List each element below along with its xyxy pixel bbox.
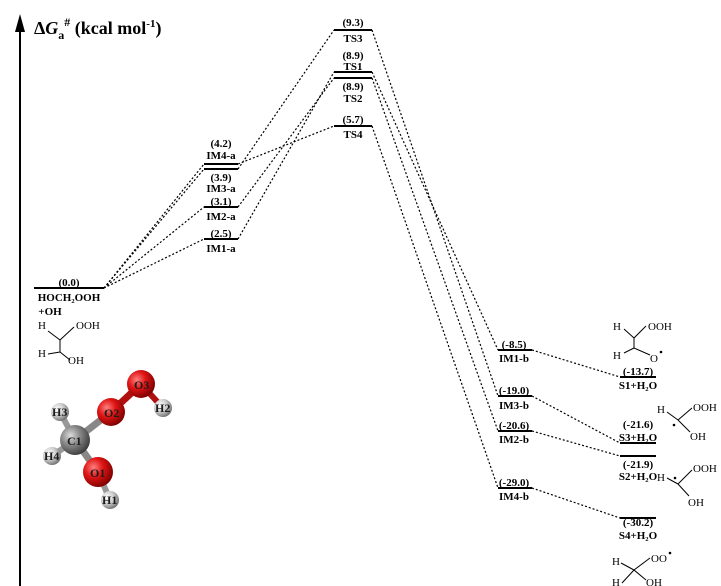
label-ts4-value: (5.7) xyxy=(342,114,363,126)
y-axis-arrowhead xyxy=(15,14,25,32)
label-im1a-value: (2.5) xyxy=(210,228,231,240)
connector-ts4-im4b xyxy=(371,125,499,489)
label-s2-value: (-21.9) xyxy=(623,459,654,471)
label-s3-name: S3+H₂O xyxy=(619,432,658,444)
connector-start-im4a xyxy=(103,163,205,289)
label-im4a-value: (4.2) xyxy=(210,138,231,150)
label-ts1-value: (8.9) xyxy=(342,50,363,62)
connector-start-im2a xyxy=(103,206,205,289)
svg-text:H4: H4 xyxy=(44,449,59,463)
label-ts3-name: TS3 xyxy=(344,33,363,45)
molecule-3d-model: H3 O2 O3 H2 C1 H4 O1 H1 xyxy=(43,370,172,509)
atom-h2 xyxy=(154,399,172,417)
svg-text:H: H xyxy=(613,321,621,333)
label-ts3-value: (9.3) xyxy=(342,17,363,29)
svg-text:OOH: OOH xyxy=(648,321,672,333)
connector-im3b-s3 xyxy=(531,395,621,444)
connector-im4b-s4 xyxy=(531,487,621,519)
label-im3b-value: (-19.0) xyxy=(499,385,530,397)
label-im3a-name: IM3-a xyxy=(206,183,236,195)
svg-text:H: H xyxy=(613,350,621,362)
label-s3-value: (-21.6) xyxy=(623,419,654,431)
energy-levels xyxy=(34,29,656,519)
label-im3a-value: (3.9) xyxy=(210,172,231,184)
svg-text:H: H xyxy=(657,472,665,484)
connector-ts2-im2b xyxy=(371,77,499,432)
s2-structure: H OOH OH xyxy=(657,463,717,509)
s4-structure: H OO H OH xyxy=(612,551,672,586)
svg-text:H2: H2 xyxy=(155,401,170,415)
connector-start-im1a xyxy=(103,238,205,289)
svg-text:H: H xyxy=(38,320,46,332)
label-start-value: (0.0) xyxy=(58,277,79,289)
svg-text:OH: OH xyxy=(690,431,706,443)
svg-text:OH: OH xyxy=(688,497,704,509)
label-s2-name: S2+H₂O xyxy=(619,471,658,483)
svg-text:H: H xyxy=(612,556,620,568)
label-im2a-value: (3.1) xyxy=(210,196,231,208)
connector-ts1-im1b xyxy=(371,71,499,351)
svg-text:OO: OO xyxy=(651,553,667,565)
atom-c1 xyxy=(60,425,90,455)
connector-im2b-s2 xyxy=(531,430,621,457)
label-im4b-name: IM4-b xyxy=(499,491,529,503)
level-labels: (0.0) HOCH₂OOH +OH (4.2) IM4-a (3.9) IM3… xyxy=(38,17,658,542)
label-s4-value: (-30.2) xyxy=(623,517,654,529)
svg-text:H: H xyxy=(38,348,46,360)
pathway-connectors xyxy=(103,29,621,519)
label-im4b-value: (-29.0) xyxy=(499,477,530,489)
svg-text:H: H xyxy=(657,404,665,416)
connector-start-im3a xyxy=(103,168,205,289)
connector-im2a-ts2 xyxy=(237,77,335,208)
svg-text:O2: O2 xyxy=(104,406,119,420)
label-start-name2: +OH xyxy=(38,306,62,318)
label-im2b-name: IM2-b xyxy=(499,434,529,446)
svg-text:C1: C1 xyxy=(67,434,82,448)
label-s1-name: S1+H₂O xyxy=(619,380,658,392)
label-ts4-name: TS4 xyxy=(344,129,363,141)
connector-im3a-ts3 xyxy=(237,29,335,170)
label-ts1-name: TS1 xyxy=(344,61,363,73)
label-im3b-name: IM3-b xyxy=(499,400,529,412)
svg-text:O1: O1 xyxy=(90,466,105,480)
label-ts2-name: TS2 xyxy=(344,93,363,105)
connector-im1b-s1 xyxy=(531,349,621,378)
s3-structure: H OOH OH xyxy=(657,402,717,443)
svg-text:O3: O3 xyxy=(134,378,149,392)
svg-text:OH: OH xyxy=(68,355,84,367)
svg-text:H: H xyxy=(612,577,620,586)
s1-structure: H OOH H O xyxy=(613,321,672,365)
label-ts2-value: (8.9) xyxy=(342,81,363,93)
svg-text:O: O xyxy=(650,353,658,365)
label-start-name: HOCH₂OOH xyxy=(38,292,101,304)
svg-text:OOH: OOH xyxy=(693,463,717,475)
reactant-structure: H OOH H OH xyxy=(38,320,100,367)
connector-im4a-ts4 xyxy=(237,125,335,165)
label-im4a-name: IM4-a xyxy=(206,150,236,162)
connector-im1a-ts1 xyxy=(237,71,335,240)
label-im2a-name: IM2-a xyxy=(206,211,236,223)
y-axis-title: ΔGa# (kcal mol-1) xyxy=(34,15,161,42)
label-im2b-value: (-20.6) xyxy=(499,420,530,432)
atom-o2 xyxy=(97,398,125,426)
atom-o1 xyxy=(83,457,113,487)
label-im1a-name: IM1-a xyxy=(206,243,236,255)
atom-h1 xyxy=(101,491,119,509)
label-im1b-name: IM1-b xyxy=(499,353,529,365)
connector-ts3-im3b xyxy=(371,29,499,397)
svg-text:OOH: OOH xyxy=(76,320,100,332)
atom-h4 xyxy=(43,447,61,465)
label-s1-value: (-13.7) xyxy=(623,366,654,378)
atom-h3 xyxy=(51,403,69,421)
label-s4-name: S4+H₂O xyxy=(619,530,658,542)
svg-text:OOH: OOH xyxy=(693,402,717,414)
svg-text:OH: OH xyxy=(646,577,662,586)
svg-text:H3: H3 xyxy=(52,405,67,419)
label-im1b-value: (-8.5) xyxy=(502,339,527,351)
atom-o3 xyxy=(127,370,155,398)
svg-text:H1: H1 xyxy=(102,493,117,507)
